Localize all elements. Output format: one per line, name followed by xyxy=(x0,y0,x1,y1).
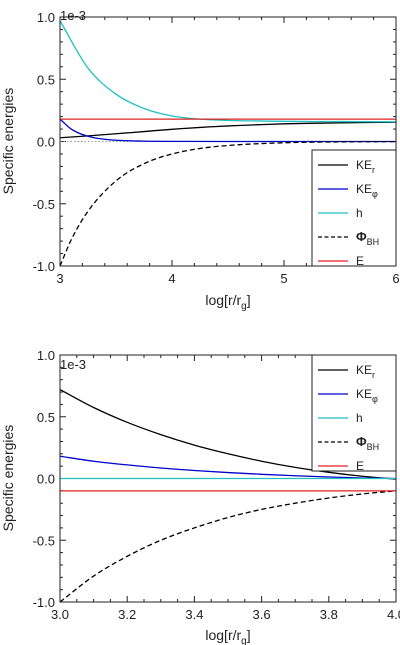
axes-frame-top xyxy=(59,16,397,267)
series-line-ke-phi xyxy=(59,118,396,143)
chart-panel-bottom: 1e-3 Specific energies log[r/rg] 3.0 3.2 3… xyxy=(0,348,400,645)
y-tick-label: 1.0 xyxy=(37,348,55,363)
legend-entry: KEr xyxy=(356,158,375,175)
y-scale-label-top: 1e-3 xyxy=(60,8,86,23)
chart-panel-top: 1e-3 Specific energies log[r/rg] 3 4 5 6 -1.… xyxy=(0,8,400,312)
y-tick-label: -1.0 xyxy=(33,259,55,274)
series-line-phi-bh xyxy=(59,140,397,267)
legend-entry: KEr xyxy=(356,363,375,380)
x-tick-label: 3.8 xyxy=(320,607,338,622)
legend-box xyxy=(311,149,397,267)
ticks-top: 3 4 5 6 -1.0 -0.5 0.0 0.5 1.0 xyxy=(33,10,400,286)
x-tick-label: 3.4 xyxy=(185,607,203,622)
legend-bottom: KEr KEφ h ΦBH E xyxy=(311,354,397,473)
legend-top: KEr KEφ h ΦBH E xyxy=(311,149,397,268)
legend-entry: KEφ xyxy=(356,182,378,199)
x-tick-label: 3 xyxy=(56,271,63,286)
legend-box xyxy=(311,354,397,472)
legend-entry: h xyxy=(356,411,363,425)
plot-area-bottom xyxy=(59,389,397,603)
x-axis-label-bottom: log[r/rg] xyxy=(205,627,250,645)
y-tick-label: 0.5 xyxy=(37,410,55,425)
series-line-ke-r xyxy=(59,121,397,139)
legend-entry: KEφ xyxy=(356,387,378,404)
x-tick-label: 4 xyxy=(168,271,175,286)
plot-area-top xyxy=(59,20,397,267)
y-tick-label: 1.0 xyxy=(37,10,55,25)
x-tick-label: 4.0 xyxy=(387,607,400,622)
x-tick-label: 5 xyxy=(280,271,287,286)
legend-entry: ΦBH xyxy=(356,229,379,247)
legend-entry: ΦBH xyxy=(356,434,379,452)
series-line-ke-phi xyxy=(59,455,397,480)
x-tick-label: 6 xyxy=(392,271,399,286)
y-tick-label: -0.5 xyxy=(33,533,55,548)
series-line-h xyxy=(59,20,397,123)
x-tick-label: 3.0 xyxy=(51,607,69,622)
series-line-phi-bh xyxy=(59,490,397,603)
x-tick-label: 3.2 xyxy=(118,607,136,622)
y-tick-label: -0.5 xyxy=(33,197,55,212)
y-tick-label: 0.0 xyxy=(37,135,55,150)
y-tick-label: 0.0 xyxy=(37,472,55,487)
y-tick-label: 0.5 xyxy=(37,72,55,87)
x-tick-label: 3.6 xyxy=(253,607,271,622)
axes-frame-bottom xyxy=(59,354,397,603)
y-scale-label-bottom: 1e-3 xyxy=(60,357,86,372)
legend-entry: E xyxy=(356,254,364,268)
y-axis-label-top: Specific energies xyxy=(0,88,16,195)
series-line-ke-r xyxy=(59,389,397,480)
y-axis-label-bottom: Specific energies xyxy=(0,425,16,532)
legend-entry: h xyxy=(356,206,363,220)
x-axis-label-top: log[r/rg] xyxy=(205,292,250,312)
legend-entry: E xyxy=(356,459,364,473)
y-tick-label: -1.0 xyxy=(33,595,55,610)
